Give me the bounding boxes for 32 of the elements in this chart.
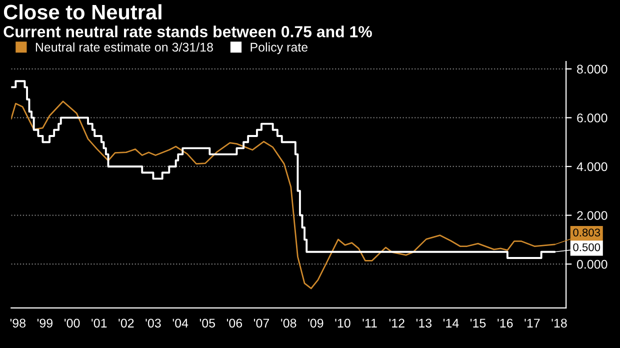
- x-tick-label: '15: [470, 318, 486, 328]
- x-tick-label: '16: [498, 318, 513, 328]
- x-tick-label: '09: [308, 318, 324, 328]
- x-tick-label: '00: [64, 318, 80, 328]
- y-tick-label: 6.000: [577, 114, 608, 122]
- x-tick-label: '10: [335, 318, 350, 328]
- x-tick-label: '08: [281, 318, 296, 328]
- x-tick-label: '99: [37, 318, 53, 328]
- legend-label: Neutral rate estimate on 3/31/18: [36, 42, 213, 52]
- chart-subtitle: Current neutral rate stands between 0.75 and 1%: [4, 26, 372, 38]
- x-tick-label: '98: [10, 318, 26, 328]
- x-tick-label: '01: [92, 318, 107, 328]
- x-tick-label: '17: [524, 318, 540, 328]
- y-tick-label: 2.000: [577, 211, 608, 220]
- x-tick-label: '12: [389, 318, 404, 328]
- x-tick-label: '03: [146, 318, 161, 328]
- x-tick-label: '11: [362, 318, 377, 328]
- x-tick-label: '18: [552, 318, 567, 328]
- x-tick-label: '02: [118, 318, 134, 328]
- legend-label: Policy rate: [250, 42, 308, 54]
- y-tick-label: 8.000: [577, 64, 608, 74]
- y-tick-label: 0.000: [576, 260, 608, 269]
- x-tick-label: '05: [200, 318, 216, 328]
- annotation: 0.500: [573, 243, 600, 252]
- annotation: 0.803: [573, 228, 600, 236]
- x-tick-label: '07: [254, 318, 270, 328]
- x-tick-label: '06: [226, 318, 242, 328]
- x-tick-label: '04: [172, 318, 188, 328]
- x-tick-label: '14: [443, 318, 459, 328]
- x-tick-label: '13: [416, 318, 432, 328]
- chart-title: Close to Neutral: [4, 4, 162, 20]
- y-tick-label: 4.000: [576, 162, 608, 172]
